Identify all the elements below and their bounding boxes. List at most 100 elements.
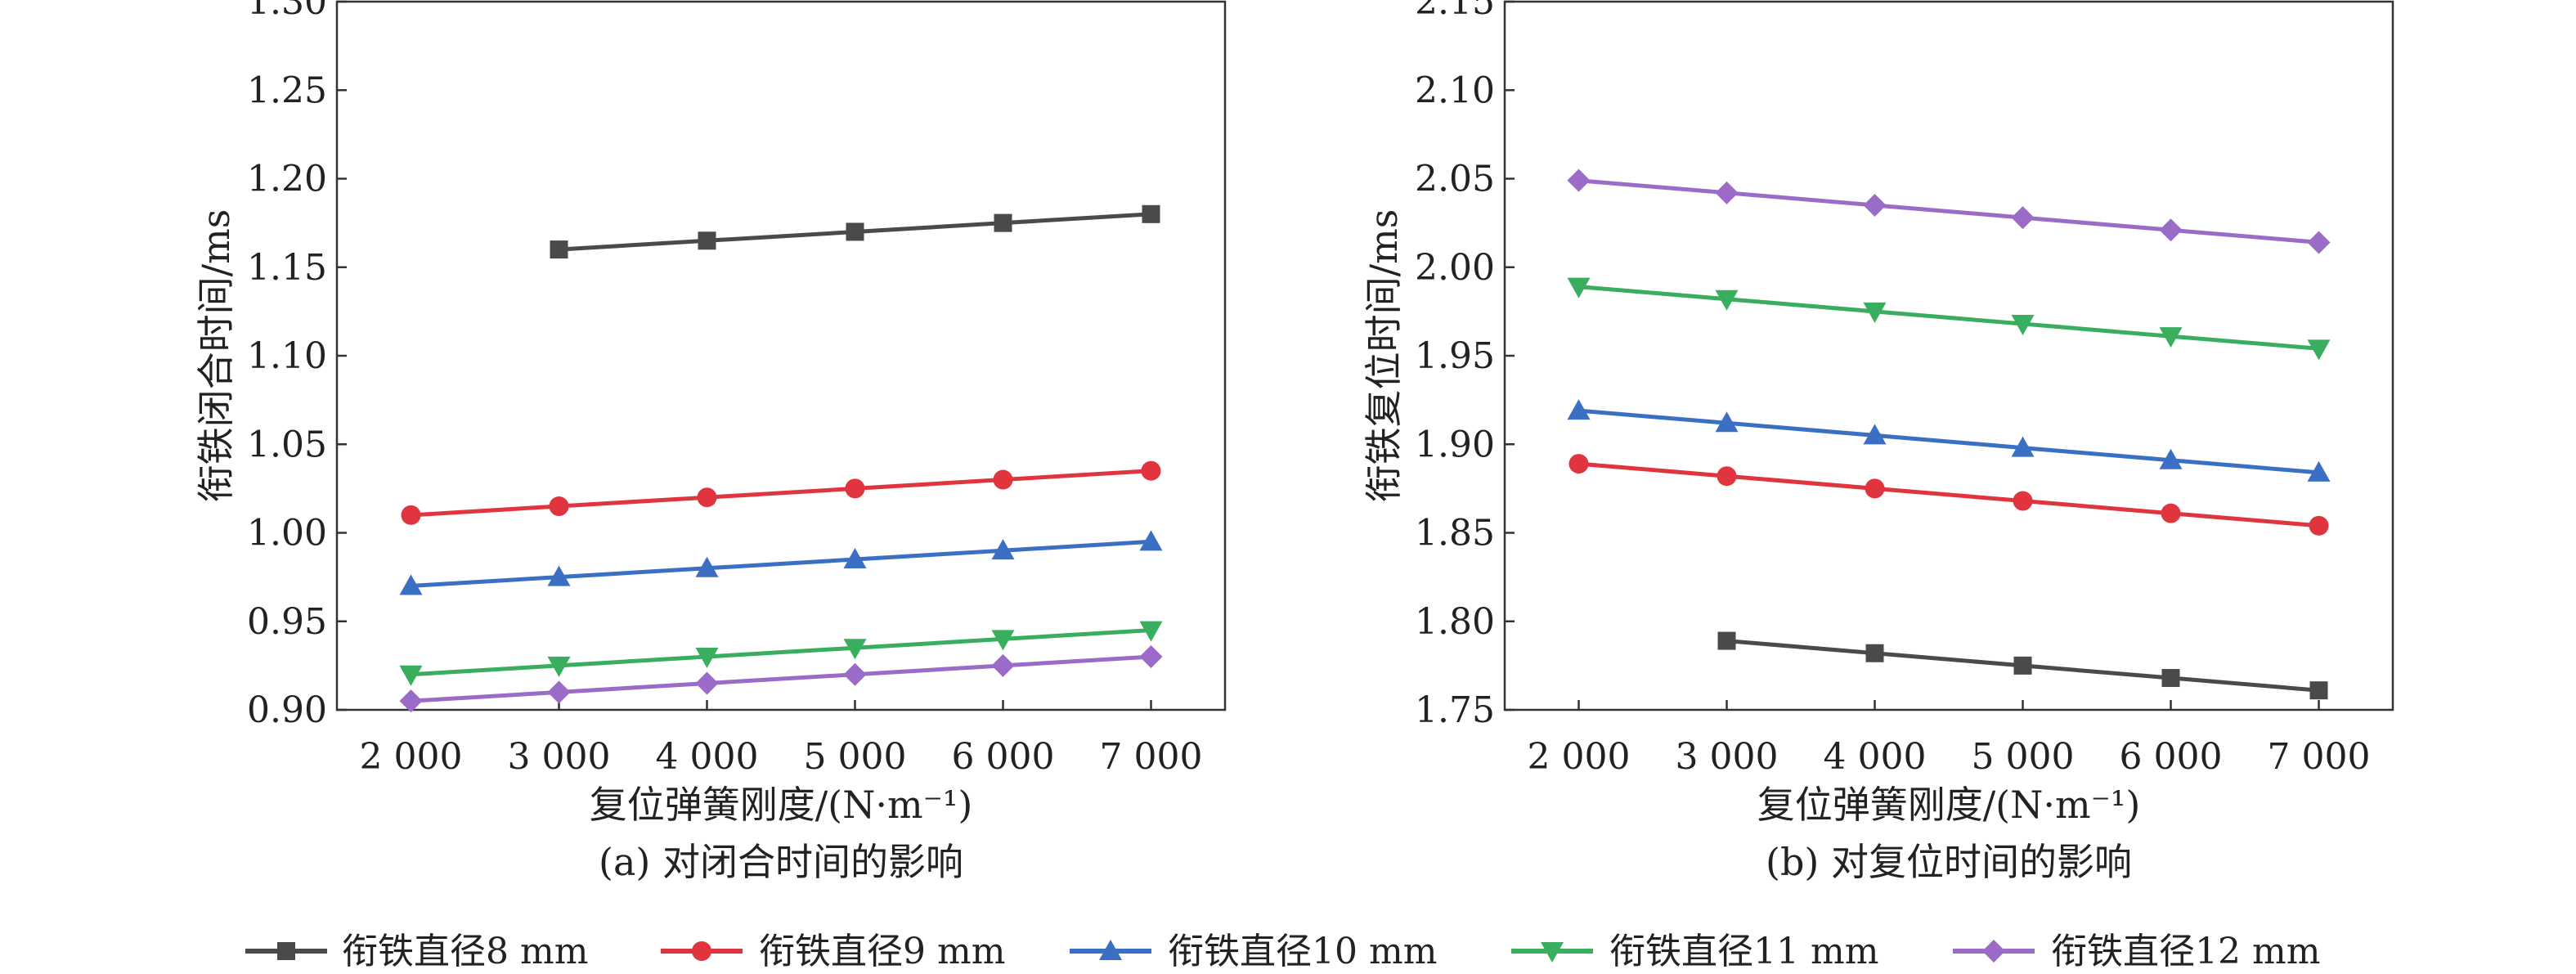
data-point-b-2: [1715, 411, 1739, 433]
data-point-b-2: [1863, 424, 1887, 445]
y-tick-label-a: 1.15: [247, 247, 327, 289]
x-tick-label-b: 3 000: [1676, 736, 1779, 778]
data-point-a-2: [991, 539, 1015, 560]
data-point-a-4: [547, 680, 571, 704]
y-tick-label-a: 1.20: [247, 159, 327, 200]
legend-marker-2: [1099, 940, 1122, 960]
series-b: [1567, 168, 2331, 700]
data-point-b-0: [2161, 669, 2180, 688]
data-point-b-2: [1567, 399, 1591, 420]
plot-frame-b: [1503, 0, 2394, 711]
data-point-a-3: [695, 648, 719, 669]
y-tick-label-b: 2.10: [1415, 70, 1495, 111]
data-point-a-3: [843, 639, 867, 660]
y-tick-label-a: 1.30: [247, 0, 327, 23]
data-point-a-1: [549, 496, 569, 517]
legend: 衔铁直径8 mm 衔铁直径9 mm 衔铁直径10 mm 衔铁直径11 mm 衔铁…: [245, 931, 2320, 972]
data-point-a-4: [695, 671, 719, 695]
legend-label-0: 衔铁直径8 mm: [342, 931, 588, 972]
x-ticks-a: 2 000 3 000 4 000 5 000 6 000 7 000: [360, 700, 1202, 778]
data-point-b-4: [1715, 181, 1739, 204]
y-tick-label-a: 1.00: [247, 513, 327, 554]
data-point-b-4: [2011, 206, 2035, 230]
y-axis-label-a: 衔铁闭合时间/ms: [194, 209, 238, 503]
x-tick-label-a: 3 000: [508, 736, 611, 778]
data-point-a-2: [399, 574, 423, 595]
x-tick-label-a: 6 000: [952, 736, 1055, 778]
data-point-a-2: [1139, 530, 1163, 551]
x-tick-label-b: 6 000: [2120, 736, 2223, 778]
legend-item-0: 衔铁直径8 mm: [245, 931, 588, 972]
data-point-a-4: [399, 689, 423, 713]
y-tick-label-b: 1.80: [1415, 601, 1495, 643]
caption-b: (b) 对复位时间的影响: [1766, 840, 2132, 884]
data-point-a-2: [547, 565, 571, 586]
series-line-b-4: [1578, 178, 2319, 245]
data-point-b-1: [2013, 491, 2033, 511]
data-point-a-1: [697, 487, 717, 508]
data-point-a-1: [1141, 460, 1161, 481]
legend-label-3: 衔铁直径11 mm: [1609, 931, 1878, 972]
legend-marker-0: [277, 942, 295, 960]
data-point-a-0: [698, 231, 716, 250]
legend-item-3: 衔铁直径11 mm: [1511, 931, 1878, 972]
data-point-a-2: [695, 556, 719, 577]
x-tick-label-b: 4 000: [1824, 736, 1927, 778]
y-tick-label-a: 0.95: [247, 601, 327, 643]
data-point-b-2: [2011, 436, 2035, 457]
data-point-a-0: [1142, 204, 1160, 223]
data-point-b-0: [1717, 631, 1736, 650]
y-tick-label-b: 1.75: [1415, 689, 1495, 731]
series-line-b-2: [1578, 408, 2319, 475]
data-point-b-3: [1567, 277, 1591, 298]
x-ticks-b: 2 000 3 000 4 000 5 000 6 000 7 000: [1528, 700, 2371, 778]
legend-marker-3: [1541, 942, 1564, 963]
y-axis-label-b: 衔铁复位时间/ms: [1362, 209, 1406, 503]
series-line-b-3: [1578, 285, 2319, 351]
y-tick-label-a: 0.90: [247, 689, 327, 731]
data-point-b-4: [1863, 193, 1887, 217]
y-tick-label-a: 1.25: [247, 70, 327, 111]
data-point-b-3: [2307, 339, 2331, 361]
x-tick-label-a: 4 000: [656, 736, 759, 778]
legend-item-1: 衔铁直径9 mm: [661, 931, 1005, 972]
data-point-a-3: [991, 630, 1015, 651]
data-point-b-0: [1865, 644, 1884, 662]
legend-item-2: 衔铁直径10 mm: [1070, 931, 1437, 972]
y-ticks-b: 1.75 1.80 1.85 1.90 1.95 2.00 2.05 2.10 2.15: [1415, 0, 1515, 731]
data-point-a-2: [843, 547, 867, 568]
legend-label-1: 衔铁直径9 mm: [759, 931, 1005, 972]
y-tick-label-b: 1.95: [1415, 335, 1495, 377]
data-point-b-4: [2159, 218, 2183, 242]
x-tick-label-b: 5 000: [1972, 736, 2075, 778]
x-axis-label-b: 复位弹簧刚度/(N·m⁻¹): [1757, 783, 2141, 827]
data-point-a-3: [1139, 621, 1163, 642]
data-point-b-3: [2011, 315, 2035, 336]
x-tick-label-b: 7 000: [2268, 736, 2371, 778]
series-line-a-2: [411, 539, 1151, 588]
x-tick-label-b: 2 000: [1528, 736, 1631, 778]
y-tick-label-a: 1.10: [247, 335, 327, 377]
data-point-b-0: [2309, 681, 2328, 700]
series-line-b-1: [1578, 461, 2319, 528]
data-point-b-4: [1567, 168, 1591, 192]
data-point-b-3: [2159, 327, 2183, 348]
data-point-b-1: [2161, 503, 2181, 523]
x-tick-label-a: 2 000: [360, 736, 463, 778]
data-point-b-2: [2159, 448, 2183, 469]
data-point-b-1: [2309, 515, 2329, 536]
data-point-b-2: [2307, 460, 2331, 482]
legend-marker-4: [1982, 940, 2005, 963]
series-line-a-1: [411, 469, 1151, 518]
data-point-a-0: [550, 240, 568, 259]
data-point-a-1: [993, 469, 1013, 490]
data-point-a-4: [991, 653, 1015, 677]
chart-panel-b: 1.75 1.80 1.85 1.90 1.95 2.00 2.05 2.10 2.15 2 0…: [1362, 0, 2394, 884]
legend-label-2: 衔铁直径10 mm: [1168, 931, 1437, 972]
x-tick-label-a: 5 000: [804, 736, 907, 778]
data-point-a-4: [843, 662, 867, 686]
data-point-a-4: [1139, 645, 1163, 669]
data-point-b-3: [1715, 290, 1739, 311]
data-point-a-1: [401, 505, 421, 525]
